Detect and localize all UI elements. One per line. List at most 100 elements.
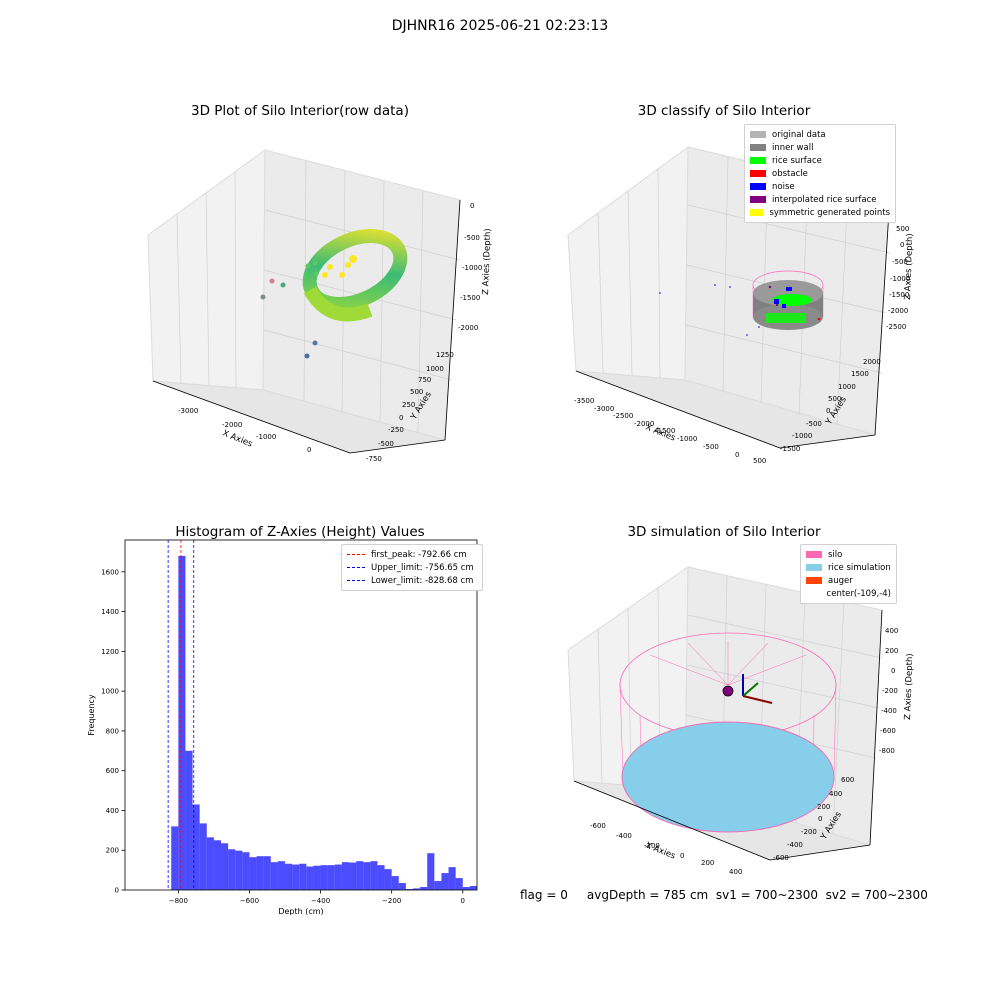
histogram-bar [192, 804, 200, 890]
svg-text:-3500: -3500 [574, 397, 594, 405]
svg-text:500: 500 [410, 388, 423, 396]
histogram-bar [448, 867, 456, 890]
svg-text:-1500: -1500 [889, 291, 909, 299]
histogram-bar [384, 869, 392, 890]
svg-text:-500: -500 [464, 234, 480, 242]
svg-text:-3000: -3000 [178, 407, 198, 415]
x-tick-label: −400 [311, 897, 330, 905]
histogram-bar [398, 883, 406, 890]
histogram-bar [213, 840, 221, 890]
panel4-legend-swatch [806, 590, 821, 597]
svg-text:-400: -400 [881, 707, 897, 715]
histogram-bar [413, 888, 421, 890]
panel4-z-label: Z Axies (Depth) [903, 653, 915, 720]
svg-text:1250: 1250 [436, 351, 454, 359]
svg-text:-1000: -1000 [256, 433, 276, 441]
panel4-legend-item: rice simulation [806, 561, 891, 574]
svg-text:-200: -200 [801, 828, 817, 836]
panel4-title: 3D simulation of Silo Interior [627, 524, 821, 540]
y-axis-label: Frequency [87, 694, 96, 736]
histogram-bar [356, 861, 364, 890]
panel2-legend-label: rice surface [772, 155, 822, 166]
status-line: flag = 0 avgDepth = 785 cm sv1 = 700~230… [520, 888, 928, 902]
histogram-bar [235, 850, 243, 890]
svg-text:500: 500 [753, 457, 766, 465]
svg-text:0: 0 [818, 815, 822, 823]
panel2-legend-swatch [750, 157, 766, 164]
panel1-title: 3D Plot of Silo Interior(row data) [191, 103, 409, 119]
histogram-bar [434, 881, 442, 890]
svg-text:-2000: -2000 [634, 420, 654, 428]
histogram-legend-label: Lower_limit: -828.68 cm [371, 575, 474, 586]
histogram-legend-item: Upper_limit: -756.65 cm [347, 561, 477, 574]
histogram-bar [221, 843, 229, 890]
svg-text:-1500: -1500 [655, 427, 675, 435]
panel2-z-label: Z Axies (Depth) [903, 233, 915, 300]
svg-text:0: 0 [900, 241, 904, 249]
panel4-legend: silo rice simulation auger center(-109,-4) [800, 544, 897, 604]
svg-text:-2000: -2000 [888, 307, 908, 315]
svg-text:0: 0 [399, 414, 403, 422]
svg-text:0: 0 [891, 667, 895, 675]
panel2-legend-item: original data [750, 128, 890, 141]
histogram-bar [370, 861, 378, 890]
panel1-x-label: X Axies [221, 429, 254, 450]
panel2-legend-label: symmetric generated points [769, 207, 890, 218]
svg-text:-500: -500 [378, 440, 394, 448]
histogram-bar [285, 863, 293, 890]
y-tick-label: 1400 [101, 608, 119, 616]
svg-text:-500: -500 [892, 258, 908, 266]
svg-text:200: 200 [817, 803, 830, 811]
histogram-bar [299, 863, 307, 890]
histogram-legend-item: first_peak: -792.66 cm [347, 548, 477, 561]
svg-text:750: 750 [418, 376, 431, 384]
histogram-bar [292, 864, 300, 890]
panel2-legend-item: rice surface [750, 154, 890, 167]
svg-text:400: 400 [729, 868, 742, 876]
histogram-bar [185, 750, 193, 890]
svg-text:200: 200 [701, 859, 714, 867]
panel4-legend-swatch [806, 551, 822, 558]
y-tick-label: 200 [106, 847, 119, 855]
histogram-bar [199, 823, 207, 890]
figure-title: DJHNR16 2025-06-21 02:23:13 [391, 18, 609, 34]
panel2-legend-item: inner wall [750, 141, 890, 154]
svg-text:-800: -800 [879, 747, 895, 755]
x-axis-label: Depth (cm) [278, 907, 323, 915]
svg-text:-600: -600 [773, 854, 789, 862]
histogram-bar [420, 887, 428, 890]
panel2-legend-label: noise [772, 181, 795, 192]
histogram-bar [242, 852, 250, 890]
y-tick-label: 600 [106, 767, 119, 775]
y-tick-label: 1200 [101, 648, 119, 656]
x-tick-label: 0 [461, 897, 465, 905]
svg-text:250: 250 [402, 401, 415, 409]
histogram-bar [320, 865, 328, 890]
svg-text:0: 0 [470, 202, 474, 210]
panel4-legend-swatch [806, 577, 822, 584]
svg-text:-200: -200 [882, 687, 898, 695]
svg-text:1500: 1500 [851, 370, 869, 378]
histogram-bar [256, 856, 264, 890]
panel2-legend-item: noise [750, 180, 890, 193]
histogram-legend: first_peak: -792.66 cm Upper_limit: -756.… [341, 544, 483, 591]
panel2-legend: original data inner wall rice surface obsta… [744, 124, 896, 223]
histogram-bar [455, 878, 463, 890]
svg-text:-1000: -1000 [677, 435, 697, 443]
panel4-legend-item: auger [806, 574, 891, 587]
svg-text:400: 400 [829, 790, 842, 798]
simulation-3d-plot: -600 -400 -200 0 200 400 -600 -400 -200 0 200 40… [567, 566, 915, 876]
histogram-bar [171, 826, 179, 890]
histogram-bar [427, 853, 435, 890]
histogram-legend-item: Lower_limit: -828.68 cm [347, 574, 477, 587]
svg-text:-2000: -2000 [458, 324, 478, 332]
svg-text:-400: -400 [787, 841, 803, 849]
svg-text:600: 600 [841, 776, 854, 784]
svg-text:-1500: -1500 [460, 294, 480, 302]
y-tick-label: 800 [106, 727, 119, 735]
panel2-legend-swatch [750, 196, 766, 203]
panel4-legend-item: silo [806, 548, 891, 561]
panel2-legend-item: interpolated rice surface [750, 193, 890, 206]
panel2-x-label: X Axies [644, 423, 677, 444]
panel4-legend-label: rice simulation [828, 562, 891, 573]
